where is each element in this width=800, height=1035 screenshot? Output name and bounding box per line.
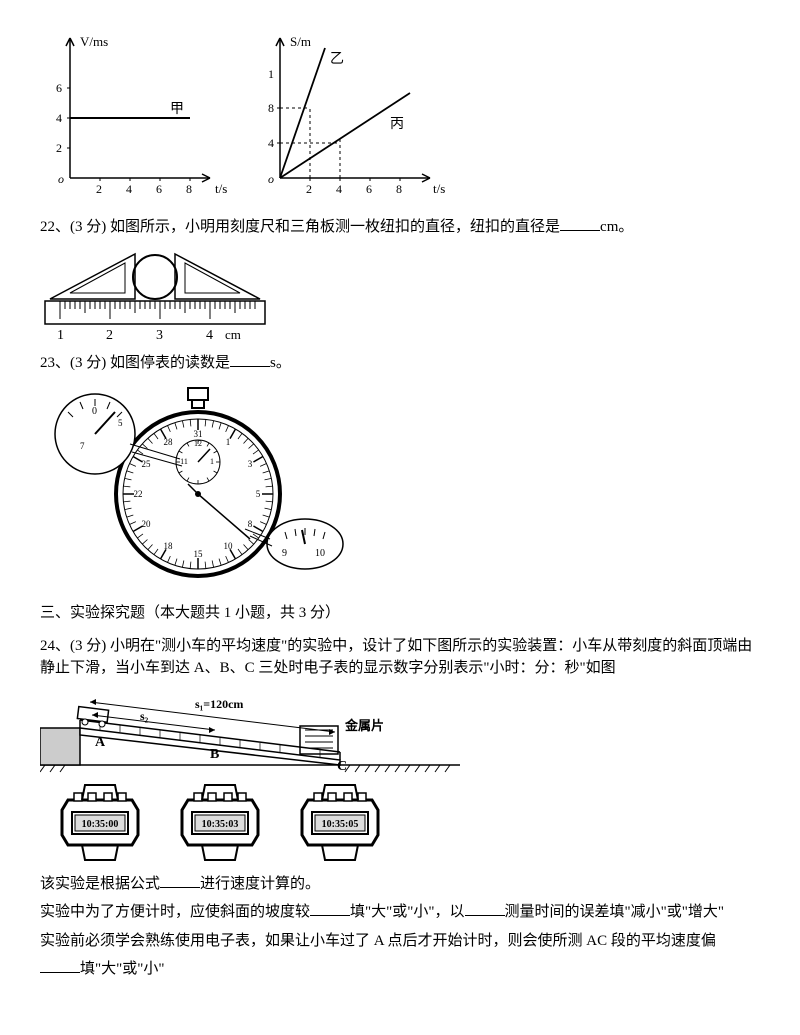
svg-text:4: 4 [336,182,342,196]
svg-text:o: o [58,172,64,186]
svg-text:4: 4 [206,328,213,343]
x-axis-label: t/s [215,181,227,196]
velocity-displacement-graphs: V/ms t/s o 6 4 2 2 4 6 8 甲 S/m t/s o 1 8 [40,28,760,208]
svg-text:o: o [268,172,274,186]
svg-text:3: 3 [156,328,163,343]
svg-text:9: 9 [282,548,287,559]
svg-text:7: 7 [80,441,85,451]
blank-24-4[interactable] [40,958,80,973]
y-axis-label: V/ms [80,34,108,49]
question-24: 24、(3 分) 小明在"测小车的平均速度"的实验中，设计了如下图所示的实验装置… [40,635,760,680]
svg-text:31: 31 [194,429,203,439]
svg-text:2: 2 [56,141,62,155]
svg-text:5: 5 [118,418,123,428]
svg-text:2: 2 [106,328,113,343]
blank-24-2[interactable] [310,901,350,916]
blank-24-1[interactable] [160,873,200,888]
svg-text:1: 1 [57,328,64,343]
blank-22[interactable] [560,216,600,231]
svg-text:10: 10 [315,548,325,559]
svg-text:20: 20 [142,519,152,529]
blank-24-3[interactable] [465,901,505,916]
svg-text:4: 4 [56,111,62,125]
svg-text:8: 8 [268,101,274,115]
q-num: 22、 [40,219,70,235]
q-num: 24、 [40,638,70,654]
svg-text:10:35:03: 10:35:03 [202,819,239,830]
line-label-yi: 乙 [330,51,344,67]
svg-text:A: A [95,735,106,750]
line-label-jia: 甲 [170,102,184,117]
svg-text:15: 15 [194,549,204,559]
svg-text:8: 8 [186,182,192,196]
stopwatch-figure: 31 1 3 5 8 10 15 18 20 22 25 28 12 1 11 0 5 7 9 10 [40,384,760,584]
line-label-bing: 丙 [390,117,404,132]
question-24-body: 该实验是根据公式进行速度计算的。 实验中为了方便计时，应使斜面的坡度较填"大"或… [40,873,760,981]
q-points: (3 分) [70,219,106,235]
svg-text:8: 8 [248,519,253,529]
svg-text:2: 2 [96,182,102,196]
question-22: 22、(3 分) 如图所示，小明用刻度尺和三角板测一枚纽扣的直径，纽扣的直径是c… [40,216,760,239]
metal-label: 金属片 [344,718,384,733]
svg-text:5: 5 [256,489,261,499]
svg-text:12: 12 [194,439,202,448]
svg-text:22: 22 [134,489,143,499]
svg-text:4: 4 [126,182,132,196]
s2-label: s₂ [140,709,149,723]
section-3-title: 三、实验探究题（本大题共 1 小题，共 3 分） [40,602,760,625]
q-text: 如图所示，小明用刻度尺和三角板测一枚纽扣的直径，纽扣的直径是 [106,219,560,235]
svg-text:4: 4 [268,136,274,150]
s1-label: s₁=120cm [195,697,243,711]
svg-text:C: C [337,759,347,774]
y-axis-label-2: S/m [290,34,311,49]
ruler-triangle-figure: 1 2 3 4 cm [40,249,760,344]
svg-text:28: 28 [164,437,174,447]
svg-text:25: 25 [142,459,152,469]
svg-text:8: 8 [396,182,402,196]
q-points: (3 分) [70,638,106,654]
svg-text:10:35:05: 10:35:05 [322,819,359,830]
svg-text:6: 6 [156,182,162,196]
svg-text:1: 1 [268,67,274,81]
svg-text:10: 10 [224,541,234,551]
svg-text:3: 3 [248,459,253,469]
q-text: 如图停表的读数是 [106,355,230,371]
q-num: 23、 [40,355,70,371]
svg-text:0: 0 [92,406,97,417]
svg-text:10:35:00: 10:35:00 [82,819,119,830]
svg-text:2: 2 [306,182,312,196]
q-points: (3 分) [70,355,106,371]
svg-text:11: 11 [180,457,188,466]
experiment-figure: 金属片 s₁=120cm s₂ A B C 10:35:00 10:35:03 10… [40,690,760,865]
svg-text:1: 1 [210,457,214,466]
svg-text:B: B [210,747,219,762]
blank-23[interactable] [230,352,270,367]
svg-text:6: 6 [56,81,62,95]
svg-text:1: 1 [226,437,231,447]
q-text: 小明在"测小车的平均速度"的实验中，设计了如下图所示的实验装置：小车从带刻度的斜… [40,638,752,677]
svg-text:18: 18 [164,541,174,551]
x-axis-label-2: t/s [433,181,445,196]
question-23: 23、(3 分) 如图停表的读数是s。 [40,352,760,375]
svg-text:6: 6 [366,182,372,196]
svg-text:cm: cm [225,327,241,342]
